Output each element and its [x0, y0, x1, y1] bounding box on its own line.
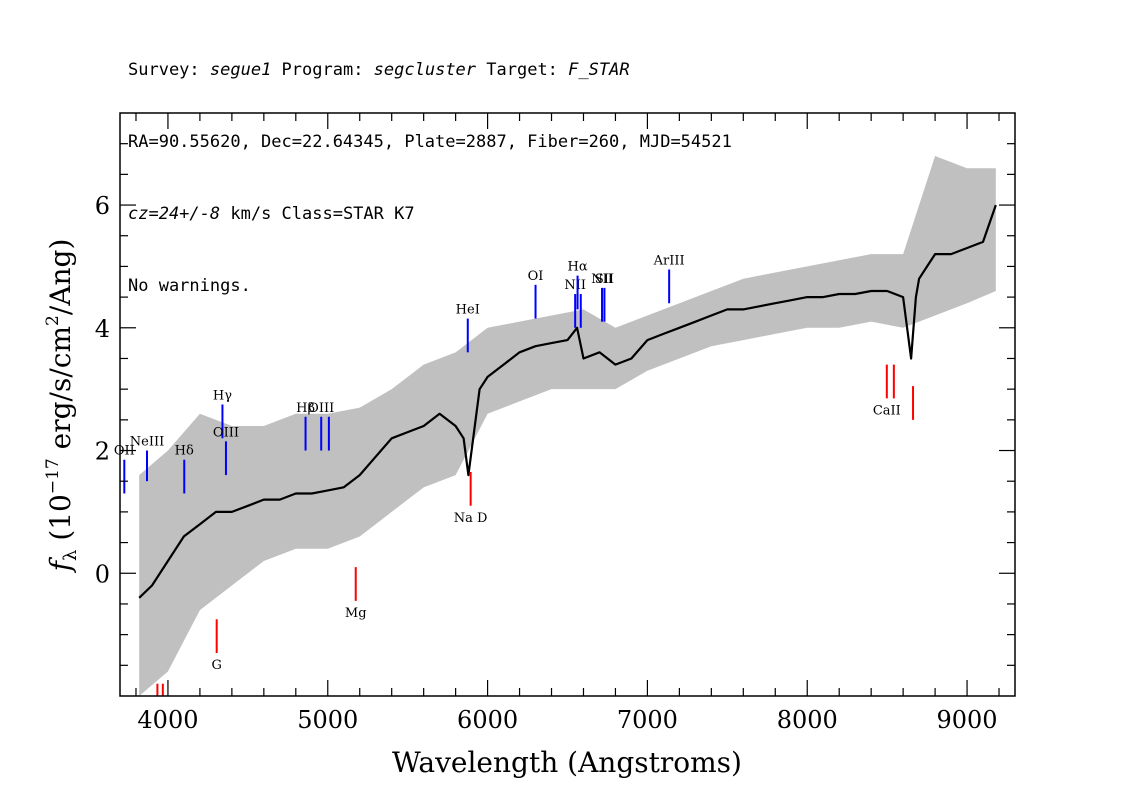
y-axis-label-text: fλ (10−17 erg/s/cm2/Ang) — [43, 239, 81, 574]
y-tick-label: 0 — [95, 560, 110, 588]
flux-series — [138, 204, 997, 599]
noise-envelope — [139, 155, 996, 697]
line-marker-label: NII — [564, 278, 586, 293]
line-marker-label: Na D — [454, 511, 488, 526]
line-marker-label: ArIII — [653, 253, 685, 268]
line-markers: OIINeIIIHδHγOIIIHβOIIIHeIOINIIHαNIISIIAr… — [114, 253, 915, 696]
y-axis-label: fλ (10−17 erg/s/cm2/Ang) — [43, 239, 81, 574]
redshift-value: cz=24+/-8 — [128, 204, 221, 224]
line-marker-label: G — [211, 658, 221, 673]
target-value: F_STAR — [568, 60, 630, 80]
line-marker-label: SII — [595, 272, 614, 287]
plot-frame — [119, 112, 1016, 697]
line-marker-label: OII — [114, 444, 135, 459]
line-marker-label: Hα — [568, 260, 588, 275]
line-marker-label: OI — [528, 269, 544, 284]
survey-value: segue1 — [209, 60, 272, 80]
header-line-coordinates: RA=90.55620, Dec=22.64345, Plate=2887, F… — [128, 132, 732, 152]
redshift-class: km/s Class=STAR K7 — [220, 204, 415, 224]
x-axis-label: Wavelength (Angstroms) — [392, 746, 742, 779]
line-marker-label: HeI — [456, 303, 480, 318]
header-line-survey: Survey: segue1 Program: segcluster Targe… — [128, 58, 732, 82]
x-tick-label: 8000 — [777, 706, 838, 734]
survey-label: Survey: — [128, 60, 210, 80]
line-marker-label: Hβ — [296, 401, 315, 416]
y-tick-label: 2 — [95, 438, 110, 466]
line-marker-label: NeIII — [130, 435, 164, 450]
header-line-redshift: cz=24+/-8 km/s Class=STAR K7 — [128, 202, 732, 226]
program-label: Program: — [271, 60, 374, 80]
y-tick-label: 6 — [95, 192, 110, 220]
axis-tick-labels: 4000 5000 6000 7000 8000 9000 0 2 4 6 — [95, 192, 998, 734]
x-tick-label: 7000 — [617, 706, 678, 734]
spectrum-header: Survey: segue1 Program: segcluster Targe… — [128, 10, 732, 322]
line-marker-label: Hγ — [213, 389, 232, 404]
line-marker-label: OIII — [213, 425, 239, 440]
flux-line — [138, 204, 997, 599]
line-marker-label: Hδ — [175, 444, 194, 459]
header-line-warnings: No warnings. — [128, 276, 251, 296]
x-tick-label: 5000 — [297, 706, 358, 734]
axis-ticks — [120, 113, 1015, 696]
x-tick-label: 6000 — [457, 706, 518, 734]
line-marker-label: NII — [591, 272, 613, 287]
line-marker-label: CaII — [873, 403, 901, 418]
noise-envelope-area — [139, 155, 996, 697]
line-marker-label: OIII — [308, 401, 334, 416]
y-tick-label: 4 — [95, 315, 110, 343]
x-tick-label: 4000 — [137, 706, 198, 734]
target-label: Target: — [476, 60, 569, 80]
x-tick-label: 9000 — [937, 706, 998, 734]
program-value: segcluster — [373, 60, 477, 80]
line-marker-label: Mg — [345, 606, 367, 621]
